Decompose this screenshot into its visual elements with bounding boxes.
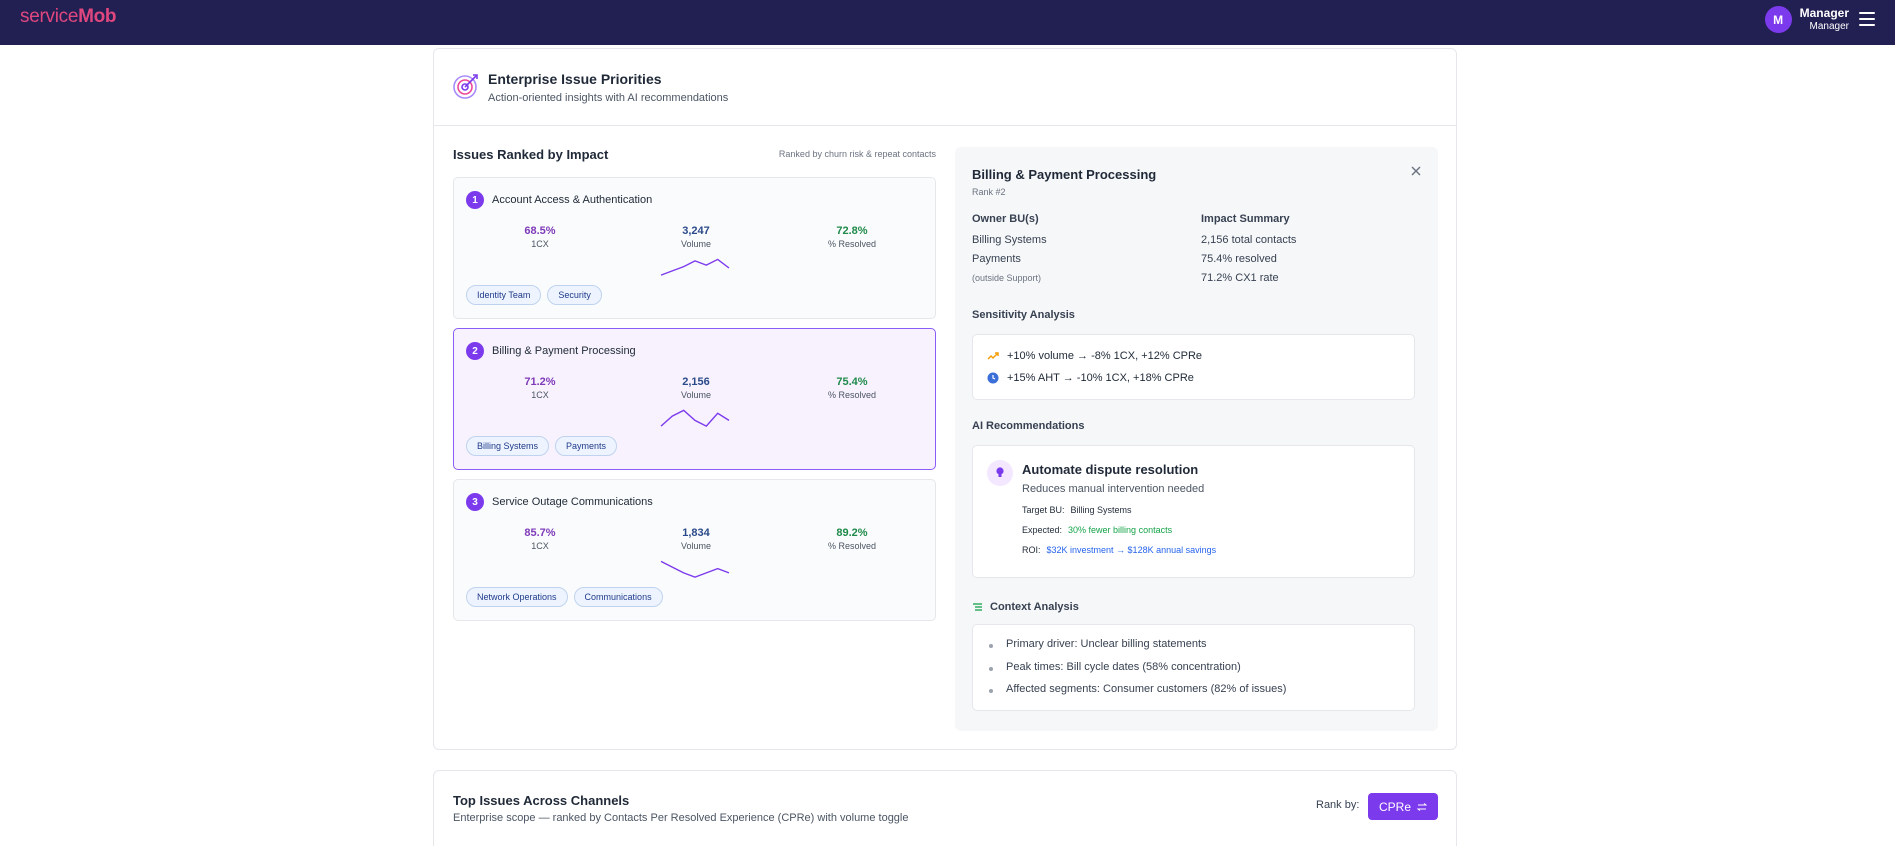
metric-resolved: 89.2%% Resolved <box>827 527 877 551</box>
context-analysis-header: Context Analysis <box>972 601 1079 613</box>
owner-tags: Network Operations Communications <box>466 587 663 607</box>
context-item: Primary driver: Unclear billing statemen… <box>1006 638 1207 650</box>
issue-title: Billing & Payment Processing <box>492 345 636 357</box>
recommendation-subtitle: Reduces manual intervention needed <box>1022 483 1205 495</box>
issue-card[interactable]: 3 Service Outage Communications 85.7% 1CX 1,… <box>453 479 936 621</box>
owner-tag[interactable]: Communications <box>573 587 663 607</box>
issue-title: Account Access & Authentication <box>492 194 653 206</box>
issue-rank-badge: 1 <box>466 191 484 209</box>
recommendation-target: Target BU: Billing Systems <box>1022 505 1132 515</box>
top-issues-card: Top Issues Across Channels Enterprise sc… <box>433 770 1457 846</box>
owner-tag[interactable]: Billing Systems <box>466 436 550 456</box>
impact-item: 75.4% resolved <box>1201 253 1277 265</box>
owner-item: Billing Systems <box>972 234 1047 246</box>
metric-cx: 71.2% 1CX <box>524 376 556 400</box>
logo[interactable]: serviceMob <box>20 6 117 27</box>
top-issues-title: Top Issues Across Channels <box>453 793 630 808</box>
issue-rank-badge: 2 <box>466 342 484 360</box>
owner-tags: Billing Systems Payments <box>466 436 618 456</box>
target-icon <box>453 74 478 99</box>
issue-detail-panel: Billing & Payment Processing Rank #2 Own… <box>955 147 1438 731</box>
metric-resolved: 75.4%% Resolved <box>827 376 877 400</box>
owner-tag[interactable]: Payments <box>555 436 618 456</box>
recommendation-roi: ROI: $32K investment → $128K annual savin… <box>1022 545 1217 555</box>
owner-tag[interactable]: Security <box>547 285 602 305</box>
swap-icon <box>1417 802 1427 811</box>
issues-panel-title: Issues Ranked by Impact <box>453 147 609 162</box>
rank-by-label: Rank by: <box>1316 799 1360 811</box>
owner-item: Payments <box>972 253 1021 265</box>
top-issues-subtitle: Enterprise scope — ranked by Contacts Pe… <box>453 812 909 824</box>
sensitivity-box: +10% volume → -8% 1CX, +12% CPRe +15% AH… <box>972 334 1415 400</box>
context-box: Primary driver: Unclear billing statemen… <box>972 624 1415 711</box>
impact-label: Impact Summary <box>1201 213 1290 225</box>
owner-note: (outside Support) <box>972 273 1042 283</box>
context-label: Context Analysis <box>990 601 1079 613</box>
page-title: Enterprise Issue Priorities <box>488 71 662 87</box>
page-subtitle: Action-oriented insights with AI recomme… <box>488 92 729 104</box>
issue-card[interactable]: 1 Account Access & Authentication 68.5% 1CX… <box>453 177 936 319</box>
owner-label: Owner BU(s) <box>972 213 1039 225</box>
owner-tag[interactable]: Network Operations <box>466 587 568 607</box>
sensitivity-item: +15% AHT → -10% 1CX, +18% CPRe <box>987 372 1194 384</box>
hamburger-menu-icon[interactable] <box>1859 12 1875 26</box>
enterprise-priorities-card: Enterprise Issue Priorities Action-orien… <box>433 48 1457 750</box>
trend-sparkline <box>660 560 730 578</box>
issues-ranked-panel: Issues Ranked by Impact Ranked by churn … <box>453 147 936 173</box>
trend-up-icon <box>987 352 999 360</box>
rank-toggle-button[interactable]: CPRe <box>1368 793 1438 820</box>
owner-tag[interactable]: Identity Team <box>466 285 542 305</box>
user-name: Manager <box>1799 6 1849 21</box>
user-role: Manager <box>1809 20 1849 32</box>
avatar[interactable]: M <box>1764 6 1792 33</box>
metric-cx: 68.5% 1CX <box>524 225 556 249</box>
impact-item: 71.2% CX1 rate <box>1201 272 1279 284</box>
metric-volume: 2,156 Volume <box>680 376 712 400</box>
trend-sparkline <box>660 409 730 427</box>
owner-tags: Identity Team Security <box>466 285 602 305</box>
context-item: Peak times: Bill cycle dates (58% concen… <box>1006 661 1241 673</box>
sensitivity-label: Sensitivity Analysis <box>972 309 1075 321</box>
metric-volume: 1,834 Volume <box>680 527 712 551</box>
metric-volume: 3,247 Volume <box>680 225 712 249</box>
recommendation-expected: Expected: 30% fewer billing contacts <box>1022 525 1173 535</box>
context-item: Affected segments: Consumer customers (8… <box>1006 683 1287 695</box>
close-icon[interactable] <box>1409 164 1423 178</box>
issues-panel-note: Ranked by churn risk & repeat contacts <box>778 149 936 159</box>
clock-icon <box>987 372 999 384</box>
card-header: Enterprise Issue Priorities Action-orien… <box>434 49 1456 126</box>
list-icon <box>973 603 982 611</box>
issue-title: Service Outage Communications <box>492 496 653 508</box>
sensitivity-item: +10% volume → -8% 1CX, +12% CPRe <box>987 350 1202 362</box>
metric-cx: 85.7% 1CX <box>524 527 556 551</box>
user-menu[interactable]: M Manager Manager <box>1764 6 1849 33</box>
issue-card[interactable]: 2 Billing & Payment Processing 71.2% 1CX 2,1… <box>453 328 936 470</box>
lightbulb-icon <box>987 460 1013 486</box>
detail-rank: Rank #2 <box>972 187 1006 197</box>
detail-title: Billing & Payment Processing <box>972 167 1157 182</box>
trend-sparkline <box>660 258 730 276</box>
ai-recommendations-label: AI Recommendations <box>972 420 1085 432</box>
issue-rank-badge: 3 <box>466 493 484 511</box>
recommendation-title: Automate dispute resolution <box>1022 462 1199 477</box>
impact-item: 2,156 total contacts <box>1201 234 1297 246</box>
top-bar: serviceMob M Manager Manager <box>0 0 1895 45</box>
metric-resolved: 72.8%% Resolved <box>827 225 877 249</box>
recommendation-card: Automate dispute resolution Reduces manu… <box>972 445 1415 578</box>
